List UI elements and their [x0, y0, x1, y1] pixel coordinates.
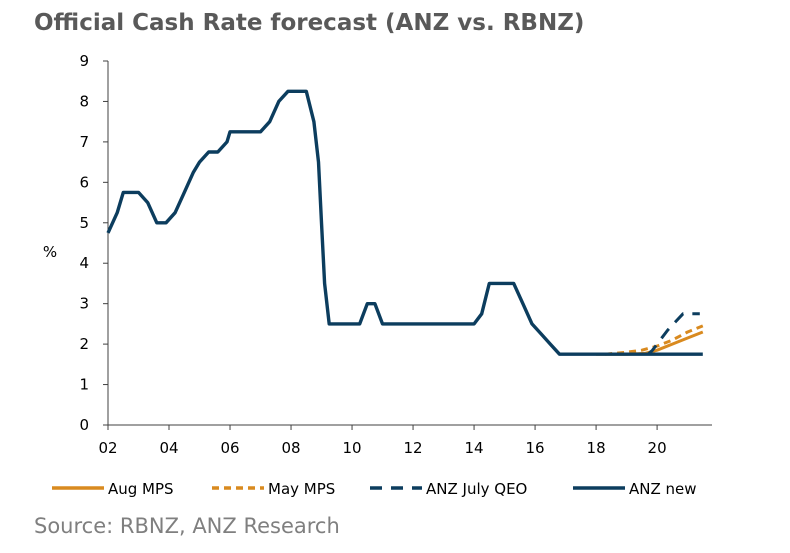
x-tick-label: 06 [220, 439, 239, 457]
chart-title: Official Cash Rate forecast (ANZ vs. RBN… [34, 10, 585, 36]
y-tick-label: 2 [79, 335, 89, 353]
x-tick-label: 14 [465, 439, 484, 457]
x-tick-label: 02 [98, 439, 117, 457]
legend-label-aug-mps: Aug MPS [108, 480, 174, 498]
y-tick-label: 4 [79, 254, 89, 272]
x-tick-label: 18 [587, 439, 606, 457]
x-tick-label: 10 [342, 439, 361, 457]
x-tick-label: 16 [526, 439, 545, 457]
y-tick-label: 8 [79, 92, 89, 110]
y-tick-label: 5 [79, 214, 89, 232]
chart-legend: Aug MPS May MPS ANZ July QEO ANZ new [52, 480, 697, 498]
series-line-anz-july-qeo [646, 312, 700, 356]
x-tick-label: 20 [648, 439, 667, 457]
series-line-anz-new [106, 89, 703, 356]
y-tick-label: 3 [79, 295, 89, 313]
y-tick-label: 1 [79, 376, 89, 394]
series-line-may-mps [605, 324, 704, 356]
x-tick-label: 04 [159, 439, 178, 457]
legend-label-anz-july-qeo: ANZ July QEO [426, 480, 527, 498]
y-tick-label: 0 [79, 416, 89, 434]
x-tick-label: 08 [281, 439, 300, 457]
chart-series-layer [106, 89, 704, 356]
y-tick-label: 7 [79, 133, 89, 151]
legend-label-may-mps: May MPS [268, 480, 335, 498]
y-axis-label: % [43, 243, 57, 261]
source-note: Source: RBNZ, ANZ Research [34, 514, 340, 538]
y-tick-label: 6 [79, 173, 89, 191]
y-tick-label: 9 [79, 52, 89, 70]
x-tick-label: 12 [404, 439, 423, 457]
legend-label-anz-new: ANZ new [629, 480, 697, 498]
